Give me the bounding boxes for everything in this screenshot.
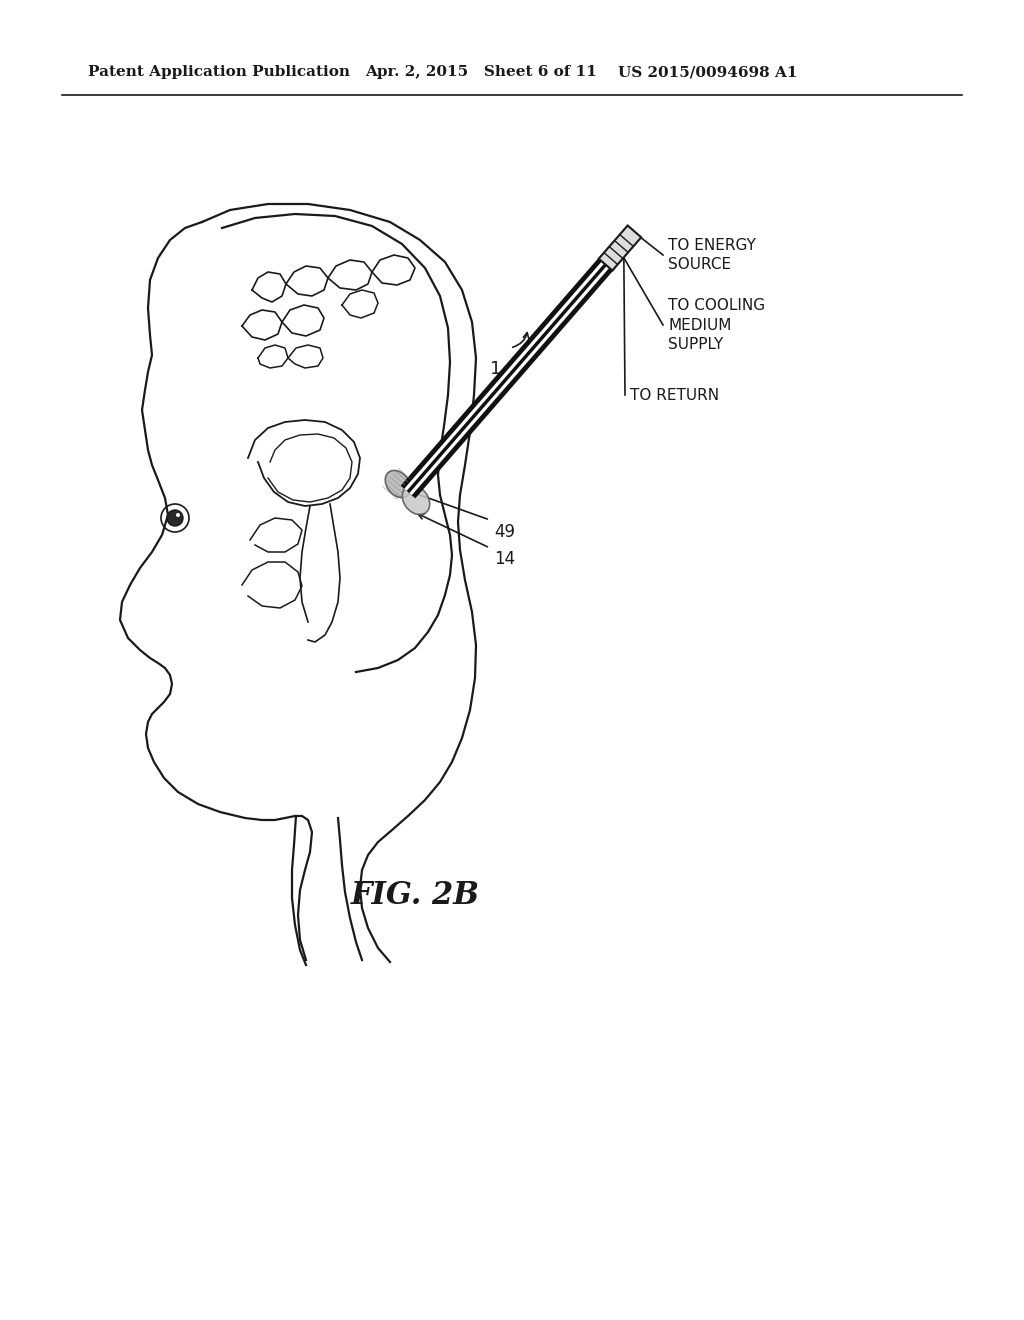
Circle shape bbox=[176, 513, 180, 517]
Ellipse shape bbox=[385, 470, 411, 498]
Polygon shape bbox=[599, 226, 641, 271]
Circle shape bbox=[167, 510, 183, 525]
Text: TO COOLING
MEDIUM
SUPPLY: TO COOLING MEDIUM SUPPLY bbox=[668, 298, 765, 352]
Text: TO ENERGY
SOURCE: TO ENERGY SOURCE bbox=[668, 238, 756, 272]
Text: 1: 1 bbox=[490, 360, 502, 378]
Text: US 2015/0094698 A1: US 2015/0094698 A1 bbox=[618, 65, 798, 79]
Text: FIG. 2B: FIG. 2B bbox=[350, 879, 479, 911]
Text: 49: 49 bbox=[494, 523, 515, 541]
Text: 14: 14 bbox=[494, 550, 515, 568]
Text: TO RETURN: TO RETURN bbox=[630, 388, 719, 403]
Ellipse shape bbox=[402, 486, 430, 515]
Text: Apr. 2, 2015   Sheet 6 of 11: Apr. 2, 2015 Sheet 6 of 11 bbox=[365, 65, 597, 79]
Text: Patent Application Publication: Patent Application Publication bbox=[88, 65, 350, 79]
